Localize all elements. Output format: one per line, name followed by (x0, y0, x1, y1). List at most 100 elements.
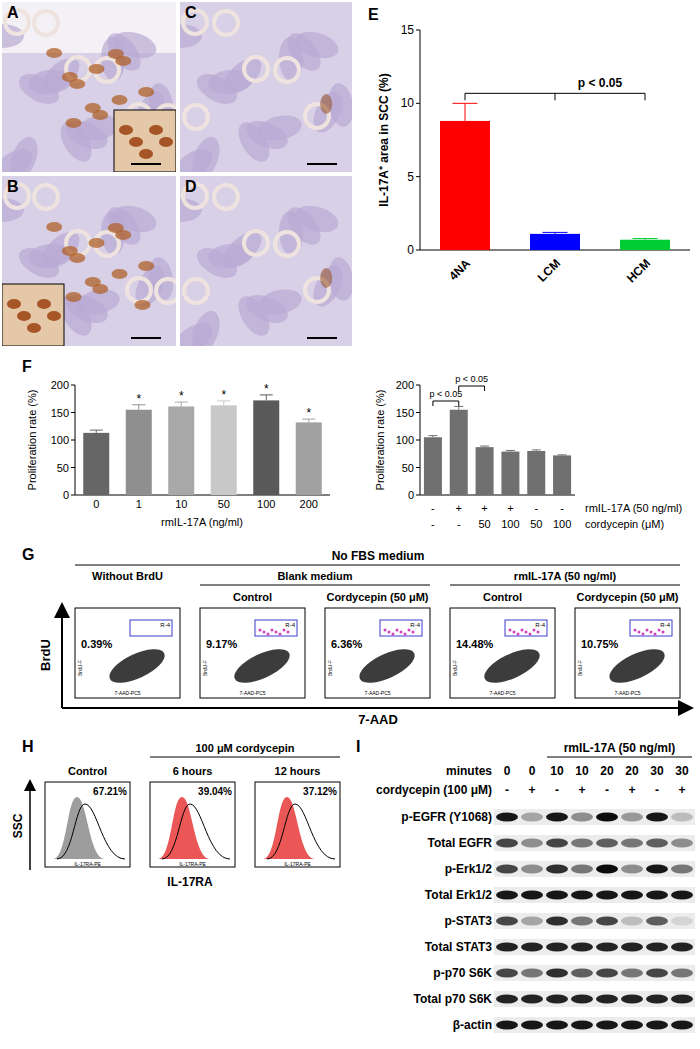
band (546, 969, 568, 978)
panel-label: E (368, 6, 379, 23)
gate-percent: 9.17% (206, 638, 237, 650)
band (621, 917, 643, 926)
bar (501, 452, 519, 495)
band (496, 891, 518, 900)
lane-label: 30 (650, 764, 664, 778)
lane-label: - (505, 783, 509, 797)
blot-strip (494, 861, 695, 877)
gate (505, 620, 547, 636)
x-axis-label: IL-17RA (167, 875, 213, 889)
y-tick-label: 50 (57, 462, 69, 474)
keratin-pearl (214, 11, 238, 35)
tissue-region (5, 133, 43, 172)
bars (440, 103, 670, 250)
significance-bracket (458, 386, 459, 391)
blot-strip (494, 835, 695, 851)
plot-label: Cordycepin (50 μM) (326, 591, 428, 603)
blot-strip (494, 1017, 695, 1033)
gated-cell (634, 629, 637, 632)
il17a-stain (66, 118, 82, 128)
gated-cell (533, 629, 536, 632)
inset-stain (27, 323, 41, 333)
plot-axis-label: BrdU-F (77, 660, 83, 676)
gated-cell (287, 631, 290, 634)
plot-axis-label: IL-17RA-PE (179, 861, 206, 867)
blot-strip (494, 887, 695, 903)
band-label: p-Erk1/2 (445, 862, 493, 876)
bar (620, 240, 670, 250)
band-label: Total p70 S6K (414, 992, 493, 1006)
y-tick (416, 176, 420, 177)
band-label: Total EGFR (428, 836, 493, 850)
gate-label: R-4 (535, 622, 545, 628)
band (671, 917, 693, 926)
tissue-region (187, 133, 225, 172)
annotation: p < 0.05 (455, 374, 488, 384)
tissue-region (292, 201, 341, 237)
tissue-region (187, 307, 225, 346)
tissue-region (256, 286, 304, 319)
gated-cell (517, 633, 520, 636)
inset-stain (139, 149, 153, 159)
y-tick (416, 412, 420, 413)
lane-label: 0 (504, 764, 511, 778)
lane-label: + (528, 783, 535, 797)
il17a-stain (320, 268, 332, 288)
keratin-pearl (127, 278, 151, 302)
band-label: Total Erk1/2 (425, 888, 492, 902)
scale-bar (131, 337, 161, 339)
band (596, 891, 618, 900)
plot-label: Control (483, 591, 522, 603)
il17a-stain (85, 277, 101, 287)
inset (2, 284, 64, 346)
gate-percent: 14.48% (456, 638, 494, 650)
y-tick-label: 150 (396, 407, 414, 419)
y-arrow (29, 782, 31, 870)
band (496, 969, 518, 978)
blot-strip (494, 965, 695, 981)
gated-cell (283, 629, 286, 632)
y-tick (416, 385, 420, 386)
lane-label: 0 (529, 764, 536, 778)
gated-cell (638, 631, 641, 634)
gate-label: R-4 (285, 622, 295, 628)
significance-bracket (459, 386, 485, 387)
gate-percent: 6.36% (331, 638, 362, 650)
band (671, 891, 693, 900)
y-tick (71, 412, 75, 413)
blot-strip (494, 809, 695, 825)
x-tick-label: 1 (136, 498, 142, 510)
y-tick (416, 495, 420, 496)
lane-label: + (628, 783, 635, 797)
plot-label: Control (68, 765, 107, 777)
significance-mark: * (179, 389, 184, 403)
y-tick (71, 495, 75, 496)
plot-axis-label: 7-AAD-PC5 (614, 690, 640, 696)
gated-cell (400, 631, 403, 634)
y-tick-label: 150 (51, 407, 69, 419)
x-tick-label: 100 (257, 498, 275, 510)
inset (114, 110, 176, 172)
group-label: Blank medium (277, 570, 352, 582)
group-header: No FBS medium (332, 549, 425, 563)
tissue-region (219, 226, 268, 273)
x-arrow (62, 707, 690, 709)
plot-axis-label: BrdU-F (452, 660, 458, 676)
error-cap (633, 238, 658, 239)
panel-label: G (22, 546, 34, 563)
gate (130, 620, 172, 636)
scale-bar (307, 163, 337, 165)
y-tick-label: 200 (51, 379, 69, 391)
panel-label: A (7, 4, 19, 21)
condition-symbol: - (560, 502, 564, 514)
band (671, 969, 693, 978)
band (571, 839, 593, 848)
error-cap (558, 454, 567, 455)
gated-cell (646, 629, 649, 632)
panel-label: B (7, 178, 19, 195)
y-tick-label: 50 (402, 462, 414, 474)
lane-label: - (555, 783, 559, 797)
x-tick-label: 200 (300, 498, 318, 510)
histogram-frame (255, 782, 340, 867)
panel-label: I (356, 738, 360, 755)
